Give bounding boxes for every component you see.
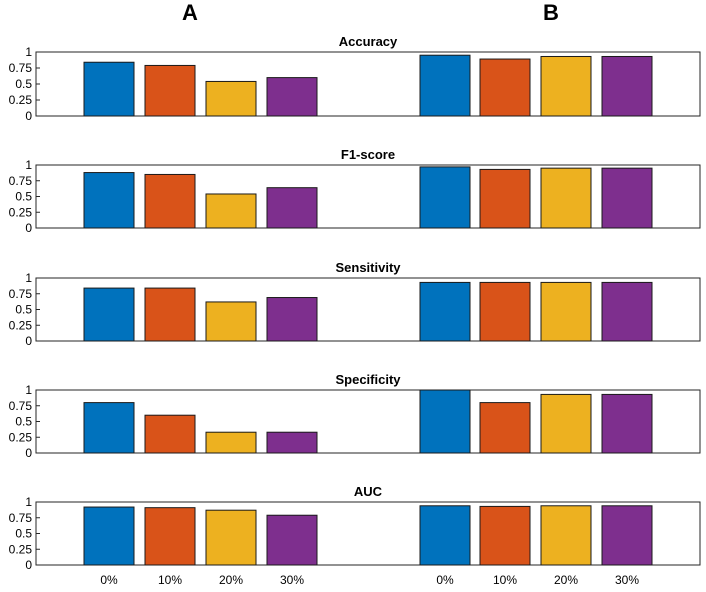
y-tick-label: 0.75 [9, 174, 33, 188]
bar-sensitivity-a-1 [144, 287, 196, 342]
bar-accuracy-a-2 [205, 80, 257, 117]
bar-f1-score-b-1 [479, 168, 531, 229]
axes-box-accuracy [35, 51, 701, 117]
y-tick-label: 0 [25, 221, 32, 235]
bar-f1-score-b-2 [540, 167, 592, 229]
subplot-title-specificity: Specificity [335, 372, 401, 387]
bar-auc-a-0 [83, 506, 135, 566]
axes-box-sensitivity [35, 277, 701, 342]
bar-sensitivity-b-2 [540, 281, 592, 342]
y-tick-label: 0.25 [9, 318, 33, 332]
bar-sensitivity-a-0 [83, 287, 135, 342]
bar-f1-score-a-2 [205, 193, 257, 229]
bar-accuracy-b-0 [419, 54, 471, 117]
y-tick-label: 0.5 [15, 77, 32, 91]
panel-label-b: B [543, 0, 559, 25]
bar-accuracy-b-2 [540, 55, 592, 117]
bar-sensitivity-a-2 [205, 301, 257, 342]
y-tick-label: 0.25 [9, 542, 33, 556]
bar-accuracy-b-3 [601, 55, 653, 117]
bar-specificity-b-3 [601, 393, 653, 454]
bar-auc-b-0 [419, 505, 471, 566]
y-tick-label: 0.5 [15, 527, 32, 541]
y-tick-label: 0 [25, 109, 32, 123]
bar-auc-b-2 [540, 505, 592, 566]
bar-specificity-a-2 [205, 431, 257, 454]
y-tick-label: 0.5 [15, 415, 32, 429]
axes-box-specificity [35, 389, 701, 454]
bar-sensitivity-b-0 [419, 281, 471, 342]
bar-accuracy-a-0 [83, 61, 135, 117]
bar-f1-score-b-3 [601, 167, 653, 229]
bar-auc-a-2 [205, 509, 257, 566]
bar-accuracy-b-1 [479, 58, 531, 117]
subplot-title-accuracy: Accuracy [339, 34, 398, 49]
y-tick-label: 0 [25, 446, 32, 460]
bar-auc-b-1 [479, 505, 531, 566]
y-tick-label: 0.5 [15, 303, 32, 317]
bar-sensitivity-b-1 [479, 281, 531, 342]
bar-auc-a-3 [266, 514, 318, 566]
y-tick-label: 0.25 [9, 430, 33, 444]
subplot-title-auc: AUC [354, 484, 383, 499]
x-tick-label-b-2: 20% [554, 573, 578, 587]
bar-specificity-a-1 [144, 414, 196, 454]
bar-auc-a-1 [144, 507, 196, 566]
y-tick-label: 1 [25, 383, 32, 397]
bar-auc-b-3 [601, 505, 653, 566]
bar-specificity-a-0 [83, 402, 135, 454]
subplot-title-f1-score: F1-score [341, 147, 395, 162]
axes-box-auc [35, 501, 701, 566]
bar-accuracy-a-1 [144, 64, 196, 117]
panel-label-a: A [182, 0, 198, 25]
y-tick-label: 0.75 [9, 399, 33, 413]
y-tick-label: 0.75 [9, 287, 33, 301]
y-tick-label: 1 [25, 45, 32, 59]
x-tick-label-b-0: 0% [436, 573, 454, 587]
y-tick-label: 0 [25, 558, 32, 572]
y-tick-label: 1 [25, 158, 32, 172]
x-tick-label-b-1: 10% [493, 573, 517, 587]
subplot-title-sensitivity: Sensitivity [335, 260, 401, 275]
bar-specificity-b-0 [419, 389, 471, 454]
axes-box-f1-score [35, 164, 701, 229]
x-tick-label-a-1: 10% [158, 573, 182, 587]
y-tick-label: 1 [25, 495, 32, 509]
bar-specificity-b-2 [540, 393, 592, 454]
x-tick-label-b-3: 30% [615, 573, 639, 587]
y-tick-label: 0.75 [9, 61, 33, 75]
y-tick-label: 1 [25, 271, 32, 285]
y-tick-label: 0 [25, 334, 32, 348]
y-tick-label: 0.25 [9, 93, 33, 107]
bar-f1-score-b-0 [419, 166, 471, 229]
bar-accuracy-a-3 [266, 77, 318, 117]
bar-sensitivity-b-3 [601, 281, 653, 342]
bar-specificity-a-3 [266, 431, 318, 454]
bar-f1-score-a-0 [83, 172, 135, 229]
bar-sensitivity-a-3 [266, 297, 318, 342]
y-tick-label: 0.75 [9, 511, 33, 525]
y-tick-label: 0.25 [9, 205, 33, 219]
bar-specificity-b-1 [479, 402, 531, 454]
x-tick-label-a-2: 20% [219, 573, 243, 587]
bar-f1-score-a-3 [266, 187, 318, 229]
x-tick-label-a-3: 30% [280, 573, 304, 587]
x-tick-label-a-0: 0% [100, 573, 118, 587]
y-tick-label: 0.5 [15, 190, 32, 204]
bar-f1-score-a-1 [144, 173, 196, 229]
